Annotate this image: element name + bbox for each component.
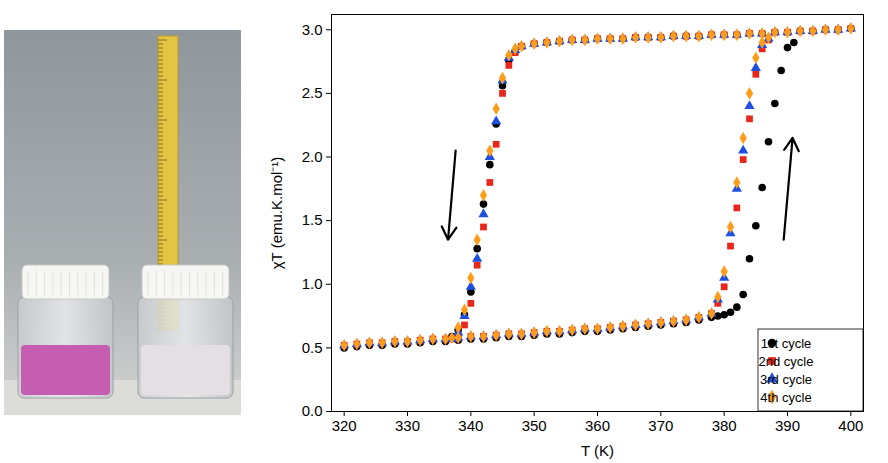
svg-text:380: 380	[712, 417, 737, 434]
svg-text:3.0: 3.0	[302, 21, 323, 38]
svg-text:2.5: 2.5	[302, 84, 323, 101]
svg-text:330: 330	[395, 417, 420, 434]
svg-text:390: 390	[775, 417, 800, 434]
svg-text:T (K): T (K)	[581, 442, 614, 459]
svg-text:3rd cycle: 3rd cycle	[760, 372, 812, 387]
svg-text:400: 400	[838, 417, 863, 434]
svg-text:2.0: 2.0	[302, 148, 323, 165]
svg-text:320: 320	[332, 417, 357, 434]
svg-text:χT (emu.K.mol⁻¹): χT (emu.K.mol⁻¹)	[268, 157, 285, 270]
svg-text:360: 360	[585, 417, 610, 434]
svg-text:0.5: 0.5	[302, 339, 323, 356]
svg-text:1st cycle: 1st cycle	[761, 336, 812, 351]
svg-text:2nd cycle: 2nd cycle	[759, 354, 814, 369]
svg-text:350: 350	[522, 417, 547, 434]
svg-text:370: 370	[648, 417, 673, 434]
svg-text:340: 340	[458, 417, 483, 434]
svg-text:1.5: 1.5	[302, 211, 323, 228]
svg-text:0.0: 0.0	[302, 402, 323, 419]
svg-text:1.0: 1.0	[302, 275, 323, 292]
svg-text:4th cycle: 4th cycle	[760, 390, 811, 405]
